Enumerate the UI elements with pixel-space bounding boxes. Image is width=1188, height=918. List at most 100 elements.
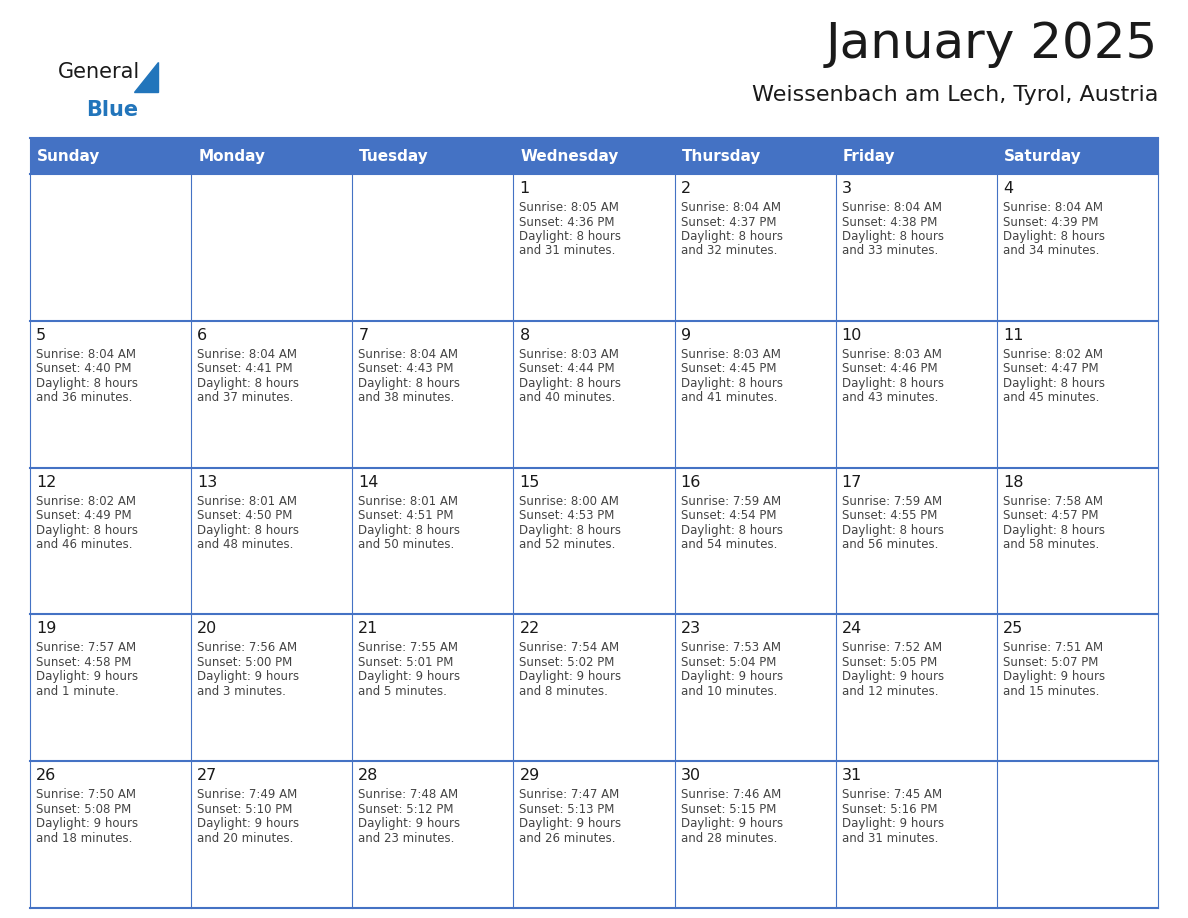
Text: Sunset: 4:49 PM: Sunset: 4:49 PM	[36, 509, 132, 522]
Text: Daylight: 9 hours: Daylight: 9 hours	[36, 817, 138, 830]
Text: 28: 28	[359, 768, 379, 783]
Text: Sunrise: 8:02 AM: Sunrise: 8:02 AM	[36, 495, 135, 508]
Bar	[675, 614, 835, 761]
Bar	[513, 174, 675, 320]
Text: Thursday: Thursday	[682, 149, 762, 163]
Text: Sunrise: 7:49 AM: Sunrise: 7:49 AM	[197, 789, 297, 801]
Text: and 10 minutes.: and 10 minutes.	[681, 685, 777, 698]
Polygon shape	[134, 62, 158, 92]
Text: General: General	[58, 62, 140, 82]
Bar	[997, 174, 1158, 320]
Bar	[30, 138, 1158, 174]
Text: Sunrise: 8:01 AM: Sunrise: 8:01 AM	[359, 495, 459, 508]
Text: Sunrise: 7:45 AM: Sunrise: 7:45 AM	[842, 789, 942, 801]
Text: Sunset: 4:36 PM: Sunset: 4:36 PM	[519, 216, 615, 229]
Text: and 1 minute.: and 1 minute.	[36, 685, 119, 698]
Text: Sunset: 5:16 PM: Sunset: 5:16 PM	[842, 802, 937, 816]
Text: Daylight: 8 hours: Daylight: 8 hours	[36, 523, 138, 537]
Text: 8: 8	[519, 328, 530, 342]
Text: and 56 minutes.: and 56 minutes.	[842, 538, 939, 551]
Text: and 54 minutes.: and 54 minutes.	[681, 538, 777, 551]
Text: Sunrise: 7:50 AM: Sunrise: 7:50 AM	[36, 789, 135, 801]
Text: 27: 27	[197, 768, 217, 783]
Text: Daylight: 9 hours: Daylight: 9 hours	[519, 817, 621, 830]
Text: Daylight: 8 hours: Daylight: 8 hours	[1003, 523, 1105, 537]
Text: Daylight: 9 hours: Daylight: 9 hours	[359, 670, 461, 683]
Text: and 3 minutes.: and 3 minutes.	[197, 685, 286, 698]
Text: and 23 minutes.: and 23 minutes.	[359, 832, 455, 845]
Text: Sunset: 4:57 PM: Sunset: 4:57 PM	[1003, 509, 1099, 522]
Text: 24: 24	[842, 621, 862, 636]
Text: and 28 minutes.: and 28 minutes.	[681, 832, 777, 845]
Bar	[30, 174, 191, 320]
Text: Daylight: 9 hours: Daylight: 9 hours	[681, 670, 783, 683]
Text: Wednesday: Wednesday	[520, 149, 619, 163]
Text: Sunrise: 7:52 AM: Sunrise: 7:52 AM	[842, 642, 942, 655]
Text: Sunset: 4:54 PM: Sunset: 4:54 PM	[681, 509, 776, 522]
Text: and 34 minutes.: and 34 minutes.	[1003, 244, 1099, 258]
Text: Sunset: 5:15 PM: Sunset: 5:15 PM	[681, 802, 776, 816]
Text: and 40 minutes.: and 40 minutes.	[519, 391, 615, 404]
Bar	[513, 467, 675, 614]
Text: and 20 minutes.: and 20 minutes.	[197, 832, 293, 845]
Text: Sunrise: 7:58 AM: Sunrise: 7:58 AM	[1003, 495, 1102, 508]
Text: Saturday: Saturday	[1004, 149, 1081, 163]
Text: Daylight: 8 hours: Daylight: 8 hours	[681, 376, 783, 390]
Text: Daylight: 8 hours: Daylight: 8 hours	[359, 376, 460, 390]
Text: Sunset: 4:37 PM: Sunset: 4:37 PM	[681, 216, 776, 229]
Text: 21: 21	[359, 621, 379, 636]
Text: Daylight: 8 hours: Daylight: 8 hours	[1003, 376, 1105, 390]
Text: Daylight: 8 hours: Daylight: 8 hours	[197, 376, 299, 390]
Bar	[513, 614, 675, 761]
Text: 19: 19	[36, 621, 56, 636]
Text: Sunrise: 7:51 AM: Sunrise: 7:51 AM	[1003, 642, 1102, 655]
Text: and 18 minutes.: and 18 minutes.	[36, 832, 132, 845]
Text: and 52 minutes.: and 52 minutes.	[519, 538, 615, 551]
Bar	[997, 467, 1158, 614]
Text: Sunrise: 7:57 AM: Sunrise: 7:57 AM	[36, 642, 137, 655]
Text: Sunrise: 8:04 AM: Sunrise: 8:04 AM	[36, 348, 135, 361]
Bar	[191, 614, 353, 761]
Text: Sunset: 4:50 PM: Sunset: 4:50 PM	[197, 509, 292, 522]
Text: Sunrise: 8:04 AM: Sunrise: 8:04 AM	[359, 348, 459, 361]
Text: Sunset: 5:02 PM: Sunset: 5:02 PM	[519, 655, 615, 669]
Text: and 36 minutes.: and 36 minutes.	[36, 391, 132, 404]
Text: Sunrise: 8:03 AM: Sunrise: 8:03 AM	[519, 348, 619, 361]
Text: Sunset: 4:53 PM: Sunset: 4:53 PM	[519, 509, 615, 522]
Text: and 45 minutes.: and 45 minutes.	[1003, 391, 1099, 404]
Text: 2: 2	[681, 181, 690, 196]
Text: and 5 minutes.: and 5 minutes.	[359, 685, 447, 698]
Text: Sunset: 5:12 PM: Sunset: 5:12 PM	[359, 802, 454, 816]
Text: and 50 minutes.: and 50 minutes.	[359, 538, 455, 551]
Text: Daylight: 8 hours: Daylight: 8 hours	[519, 376, 621, 390]
Text: and 31 minutes.: and 31 minutes.	[842, 832, 939, 845]
Bar	[30, 614, 191, 761]
Bar	[353, 761, 513, 908]
Text: Sunset: 4:39 PM: Sunset: 4:39 PM	[1003, 216, 1099, 229]
Bar	[835, 320, 997, 467]
Text: 31: 31	[842, 768, 862, 783]
Bar	[353, 174, 513, 320]
Text: and 41 minutes.: and 41 minutes.	[681, 391, 777, 404]
Bar	[30, 320, 191, 467]
Text: and 37 minutes.: and 37 minutes.	[197, 391, 293, 404]
Text: Sunset: 4:55 PM: Sunset: 4:55 PM	[842, 509, 937, 522]
Text: 11: 11	[1003, 328, 1023, 342]
Text: Sunset: 4:47 PM: Sunset: 4:47 PM	[1003, 363, 1099, 375]
Text: 6: 6	[197, 328, 207, 342]
Text: 25: 25	[1003, 621, 1023, 636]
Text: Sunset: 5:08 PM: Sunset: 5:08 PM	[36, 802, 131, 816]
Text: 15: 15	[519, 475, 539, 489]
Bar	[675, 174, 835, 320]
Bar	[675, 761, 835, 908]
Text: Sunset: 4:46 PM: Sunset: 4:46 PM	[842, 363, 937, 375]
Text: Sunset: 4:58 PM: Sunset: 4:58 PM	[36, 655, 132, 669]
Text: Sunrise: 7:56 AM: Sunrise: 7:56 AM	[197, 642, 297, 655]
Text: 16: 16	[681, 475, 701, 489]
Text: Sunrise: 8:04 AM: Sunrise: 8:04 AM	[842, 201, 942, 214]
Text: and 31 minutes.: and 31 minutes.	[519, 244, 615, 258]
Text: Sunset: 4:44 PM: Sunset: 4:44 PM	[519, 363, 615, 375]
Text: Sunrise: 8:03 AM: Sunrise: 8:03 AM	[681, 348, 781, 361]
Text: Daylight: 9 hours: Daylight: 9 hours	[359, 817, 461, 830]
Text: Sunset: 5:00 PM: Sunset: 5:00 PM	[197, 655, 292, 669]
